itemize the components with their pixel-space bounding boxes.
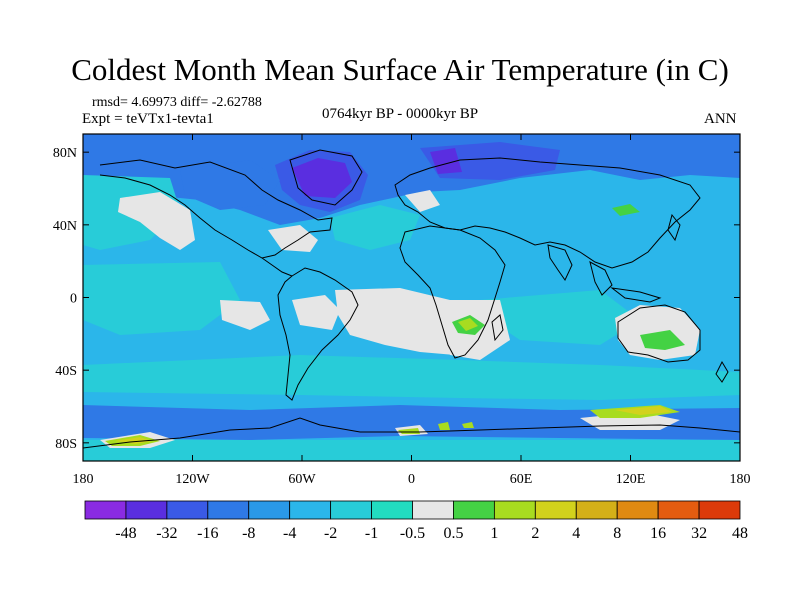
colorbar-swatch xyxy=(330,500,372,520)
coastline-madagascar xyxy=(491,314,504,342)
colorbar-swatch xyxy=(166,500,209,520)
period-text: 0764kyr BP - 0000kyr BP xyxy=(322,106,479,122)
coastline-antarctica xyxy=(83,417,740,449)
patch-australia-warm xyxy=(640,330,685,350)
x-tick-label: 180 xyxy=(73,472,94,487)
x-tick-label: 120W xyxy=(175,472,210,487)
patch-southeast-pacific-grey xyxy=(220,300,270,330)
chart-title: Coldest Month Mean Surface Air Temperatu… xyxy=(71,52,729,87)
colorbar-label: 2 xyxy=(531,525,539,542)
colorbar-label: -4 xyxy=(283,525,296,542)
x-tick-label: 60W xyxy=(288,472,316,487)
region-north-atlantic-mild xyxy=(330,205,420,250)
colorbar-label: 8 xyxy=(613,525,621,542)
patch-south-indian-warmer xyxy=(615,406,672,415)
patch-antarctic-warm-2 xyxy=(438,422,450,430)
region-antarctic-mild xyxy=(83,440,740,461)
patch-antarctic-warm-3 xyxy=(462,422,474,428)
colorbar-label: -48 xyxy=(115,525,136,542)
colorbar-swatch xyxy=(289,500,332,520)
coastline-japan xyxy=(667,213,681,242)
y-tick-label: 80N xyxy=(53,146,77,161)
colorbar-label: 4 xyxy=(572,525,580,542)
region-greenland-coldest xyxy=(292,158,352,198)
map-area xyxy=(83,134,740,461)
region-southern-ocean-cold xyxy=(83,405,740,440)
x-tick-label: 60E xyxy=(510,472,533,487)
patch-south-america-grey xyxy=(292,295,340,330)
colorbar-swatch xyxy=(698,500,741,520)
x-tick-label: 0 xyxy=(408,472,415,487)
patch-africa-warmer xyxy=(458,318,478,331)
colorbar-label: 16 xyxy=(650,525,666,542)
colorbar: -48 -32 -16 -8 -4 -2 -1 -0.5 0.5 1 2 4 8 16 32 48 xyxy=(84,500,748,542)
coastline-greenland xyxy=(289,149,363,206)
region-indian-ocean-mild xyxy=(480,290,640,345)
rmsd-diff-text: rmsd= 4.69973 diff= -2.62788 xyxy=(92,95,262,110)
colorbar-label: 0.5 xyxy=(443,525,463,542)
coastline-australia xyxy=(617,304,701,363)
colorbar-label: -32 xyxy=(156,525,177,542)
colorbar-swatch xyxy=(657,500,700,520)
region-siberia-coldest xyxy=(430,148,462,174)
coastline-north-america xyxy=(99,159,333,259)
colorbar-swatch xyxy=(453,500,495,520)
season-text: ANN xyxy=(704,111,737,127)
colorbar-label: -2 xyxy=(324,525,337,542)
x-axis: 180 120W 60W 0 60E 120E 180 xyxy=(73,134,751,487)
colorbar-label: 1 xyxy=(490,525,498,542)
x-tick-label: 120E xyxy=(616,472,646,487)
colorbar-swatch xyxy=(248,500,291,520)
region-tropical-pacific-mild xyxy=(83,262,240,335)
y-tick-label: 40S xyxy=(55,364,77,379)
patch-gulf-mexico-grey xyxy=(268,225,318,252)
colorbar-swatch xyxy=(575,500,618,520)
patch-north-pacific-grey xyxy=(118,192,195,250)
colorbar-label: -16 xyxy=(197,525,218,542)
region-southern-ocean-mild xyxy=(83,355,740,400)
colorbar-label: 48 xyxy=(732,525,748,542)
patch-north-atlantic-grey xyxy=(405,190,440,212)
x-tick-label: 180 xyxy=(730,472,751,487)
colorbar-swatch xyxy=(371,500,413,520)
colorbar-label: 32 xyxy=(691,525,707,542)
y-tick-label: 40N xyxy=(53,219,77,234)
coastline-india xyxy=(547,244,573,281)
colorbar-swatch xyxy=(125,500,168,520)
coastline-central-america xyxy=(261,257,293,277)
coastline-south-america xyxy=(277,267,359,401)
colorbar-swatch xyxy=(534,500,577,520)
y-axis: 80N 40N 0 40S 80S xyxy=(53,146,740,452)
colorbar-swatch xyxy=(84,500,127,520)
colorbar-swatch xyxy=(412,500,454,520)
coastline-southeast-asia xyxy=(589,261,662,303)
expt-text: Expt = teVTx1-tevta1 xyxy=(82,111,214,127)
coastline-new-zealand xyxy=(715,360,729,383)
y-tick-label: 80S xyxy=(55,437,77,452)
colorbar-swatch xyxy=(493,500,536,520)
region-canada-cold xyxy=(180,160,280,210)
y-tick-label: 0 xyxy=(70,292,77,307)
patch-north-africa-warm xyxy=(612,204,640,216)
coastline-africa xyxy=(399,225,506,359)
coastlines xyxy=(83,149,740,449)
colorbar-swatch xyxy=(616,500,659,520)
colorbar-label: -8 xyxy=(242,525,255,542)
colorbar-label: -1 xyxy=(365,525,378,542)
colorbar-swatch xyxy=(207,500,250,520)
colorbar-label: -0.5 xyxy=(400,525,425,542)
